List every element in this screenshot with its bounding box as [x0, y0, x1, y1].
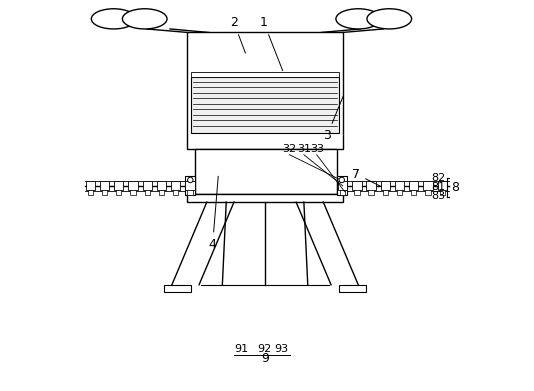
Text: 8: 8	[451, 181, 459, 194]
Bar	[185, 176, 195, 196]
Text: 32: 32	[282, 144, 296, 154]
Ellipse shape	[91, 9, 136, 29]
Bar	[187, 190, 193, 195]
Bar	[191, 72, 339, 77]
Bar	[88, 190, 93, 195]
Bar	[440, 190, 445, 195]
Bar	[355, 190, 360, 195]
Bar	[164, 285, 191, 292]
Bar	[423, 181, 433, 190]
Text: 82: 82	[431, 173, 446, 183]
Bar	[339, 285, 366, 292]
Bar	[159, 190, 164, 195]
Bar	[143, 181, 152, 190]
Bar	[438, 181, 447, 190]
Text: 3: 3	[323, 95, 343, 142]
Ellipse shape	[122, 9, 167, 29]
Bar	[338, 181, 347, 190]
Bar	[145, 190, 150, 195]
Bar	[381, 181, 390, 190]
Bar	[340, 190, 345, 195]
Text: 92: 92	[257, 344, 271, 354]
Bar	[337, 176, 347, 196]
Bar	[366, 181, 376, 190]
Bar	[102, 190, 107, 195]
Ellipse shape	[336, 9, 381, 29]
Text: 31: 31	[297, 144, 311, 154]
Text: 9: 9	[261, 352, 269, 365]
Bar	[411, 190, 417, 195]
Text: 1: 1	[260, 16, 282, 71]
Text: 81: 81	[431, 181, 446, 192]
Bar	[85, 181, 95, 190]
Bar	[128, 181, 138, 190]
Bar	[187, 32, 343, 149]
Text: 4: 4	[209, 176, 218, 251]
Text: 83: 83	[431, 191, 446, 201]
Text: 2: 2	[230, 16, 246, 53]
Circle shape	[339, 177, 344, 183]
Bar	[116, 190, 121, 195]
Bar	[100, 181, 109, 190]
Bar	[157, 181, 166, 190]
Bar	[191, 77, 339, 133]
Circle shape	[187, 177, 193, 183]
Bar	[185, 181, 195, 190]
Bar	[187, 194, 343, 202]
Bar	[383, 190, 388, 195]
Text: 33: 33	[310, 144, 324, 154]
Bar	[195, 149, 337, 194]
Bar	[397, 190, 403, 195]
Bar	[368, 190, 374, 195]
Bar	[173, 190, 178, 195]
Bar	[352, 181, 362, 190]
Ellipse shape	[367, 9, 412, 29]
Text: 7: 7	[352, 168, 381, 187]
Bar	[171, 181, 180, 190]
Bar	[426, 190, 431, 195]
Text: 93: 93	[274, 344, 289, 354]
Bar	[114, 181, 123, 190]
Bar	[409, 181, 419, 190]
Text: 91: 91	[235, 344, 249, 354]
Bar	[395, 181, 404, 190]
Bar	[130, 190, 136, 195]
